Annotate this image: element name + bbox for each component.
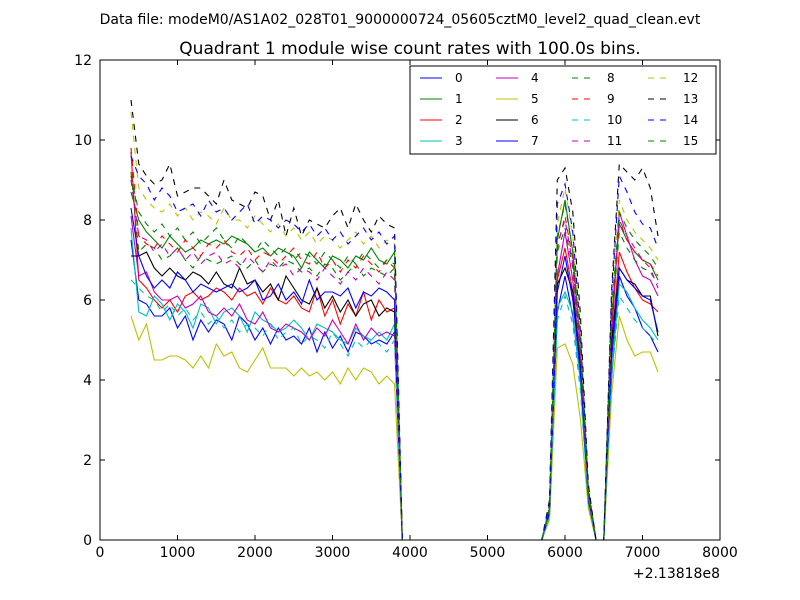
series-line-10 — [130, 279, 659, 541]
legend-label-3: 3 — [455, 134, 463, 148]
x-tick-label: 2000 — [237, 545, 273, 561]
y-tick-label: 6 — [83, 293, 92, 309]
series-line-4 — [130, 211, 659, 541]
series-line-12 — [130, 111, 659, 541]
series-line-1 — [130, 191, 659, 541]
y-tick-label: 4 — [83, 373, 92, 389]
legend-label-10: 10 — [607, 113, 622, 127]
legend-label-13: 13 — [683, 92, 698, 106]
x-tick-label: 3000 — [315, 545, 351, 561]
y-tick-label: 2 — [83, 453, 92, 469]
legend-label-12: 12 — [683, 71, 698, 85]
series-line-5 — [130, 315, 659, 541]
legend-label-4: 4 — [531, 71, 539, 85]
series-layer — [130, 99, 659, 541]
y-tick-label: 12 — [74, 53, 92, 69]
legend-label-6: 6 — [531, 113, 539, 127]
series-line-9 — [130, 147, 659, 541]
legend-label-8: 8 — [607, 71, 615, 85]
y-tick-label: 10 — [74, 133, 92, 149]
legend-frame — [409, 65, 717, 155]
series-line-7 — [130, 207, 659, 541]
axis-layer: 0 1000 2000 3000 4000 5000 6000 7000 80000246810… — [74, 53, 738, 561]
series-line-8 — [130, 171, 659, 541]
legend-label-11: 11 — [607, 134, 622, 148]
x-tick-label: 7000 — [625, 545, 661, 561]
x-tick-label: 6000 — [547, 545, 583, 561]
series-line-11 — [130, 179, 659, 541]
y-tick-label: 8 — [83, 213, 92, 229]
suptitle: Data file: modeM0/AS1A02_028T01_90000007… — [100, 12, 701, 28]
series-line-15 — [130, 175, 659, 541]
legend-label-2: 2 — [455, 113, 463, 127]
legend-label-1: 1 — [455, 92, 463, 106]
y-tick-label: 0 — [83, 533, 92, 549]
legend-label-0: 0 — [455, 71, 463, 85]
x-tick-label: 8000 — [702, 545, 738, 561]
series-line-13 — [130, 99, 659, 541]
x-tick-label: 4000 — [392, 545, 428, 561]
legend-label-5: 5 — [531, 92, 539, 106]
legend-label-9: 9 — [607, 92, 615, 106]
chart-title: Quadrant 1 module wise count rates with … — [179, 39, 640, 59]
series-line-14 — [130, 155, 659, 541]
legend-label-7: 7 — [531, 134, 539, 148]
x-tick-label: 0 — [96, 545, 105, 561]
legend-label-15: 15 — [683, 134, 698, 148]
legend-label-14: 14 — [683, 113, 698, 127]
x-tick-label: 5000 — [470, 545, 506, 561]
x-offset-label: +2.13818e8 — [633, 566, 720, 582]
x-tick-label: 1000 — [160, 545, 196, 561]
